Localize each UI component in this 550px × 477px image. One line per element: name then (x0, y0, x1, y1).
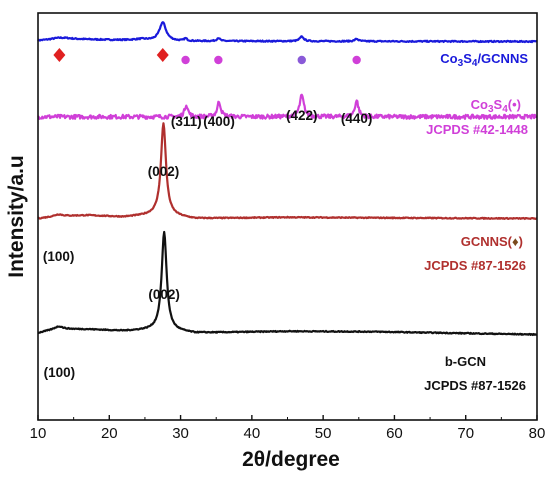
series-label-co3s4-jcpds: JCPDS #42-1448 (426, 122, 528, 137)
x-tick-label-80: 80 (529, 425, 546, 442)
x-tick-label-50: 50 (315, 425, 332, 442)
series-label-gcnns: GCNNS(♦) (461, 234, 523, 249)
x-tick-label-40: 40 (244, 425, 261, 442)
dot-marker (297, 55, 306, 65)
series-label-co3s4: Co3S4(•) (471, 97, 521, 115)
x-axis-title: 2θ/degree (242, 448, 340, 471)
peak-label-gcnns-100: (100) (43, 249, 75, 264)
diamond-marker (53, 48, 66, 62)
y-axis-title: Intensity/a.u (5, 155, 28, 278)
series-line-co3s4 (37, 93, 538, 120)
x-tick-label-60: 60 (386, 425, 403, 442)
series-label-bgcn: b-GCN (445, 354, 486, 369)
series-label-co3s4-gcnns: Co3S4/GCNNS (440, 51, 528, 69)
peak-label-311: (311) (171, 114, 202, 129)
diamond-marker (156, 48, 169, 62)
series-line-co3s4-gcnns (37, 21, 538, 44)
peak-label-440: (440) (341, 111, 373, 126)
dot-marker (352, 55, 361, 65)
peak-label-gcnns-002: (002) (148, 164, 180, 179)
x-tick-label-30: 30 (172, 425, 189, 442)
peak-label-bgcn-100: (100) (44, 365, 76, 380)
dot-marker (214, 55, 223, 65)
series-line-gcnns (37, 122, 538, 221)
series-label-bgcn-jcpds: JCPDS #87-1526 (424, 378, 526, 393)
x-tick-label-20: 20 (101, 425, 118, 442)
peak-label-400: (400) (203, 114, 235, 129)
peak-label-422: (422) (286, 108, 318, 123)
series-label-gcnns-jcpds: JCPDS #87-1526 (424, 258, 526, 273)
series-line-b-gcn (37, 230, 538, 337)
x-tick-label-10: 10 (30, 425, 47, 442)
peak-label-bgcn-002: (002) (148, 287, 180, 302)
dot-marker (181, 55, 190, 65)
x-tick-label-70: 70 (457, 425, 474, 442)
